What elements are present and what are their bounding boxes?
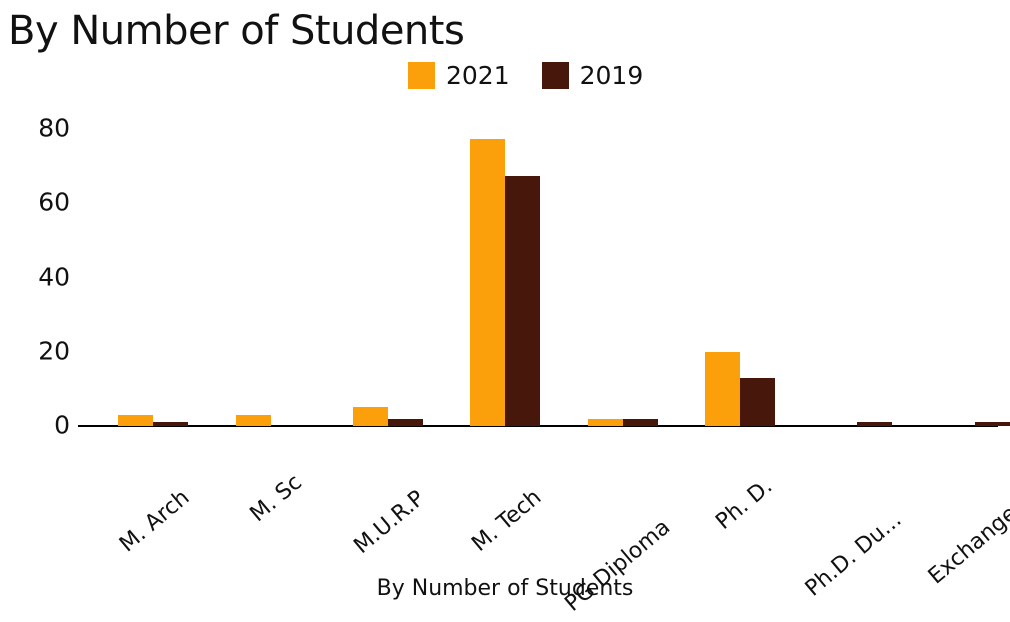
bar-group [588,128,658,426]
x-tick-label: M. Tech [467,484,547,557]
y-axis: 80 60 40 20 0 [0,0,70,622]
bar-2019-pg-diploma[interactable] [623,418,658,426]
y-tick-label: 20 [38,336,70,366]
y-tick-label: 40 [38,262,70,292]
bar-2019-m-tech[interactable] [505,176,540,426]
x-tick-label: Ph. D. [711,473,778,535]
chart-legend: 2021 2019 [408,62,643,89]
bar-group [940,128,1010,426]
bar-2021-m-arch[interactable] [118,414,153,426]
bar-group [236,128,306,426]
bar-2019-exchange[interactable] [975,422,1010,426]
bar-2021-m-tech[interactable] [470,139,505,426]
bar-2021-pg-diploma[interactable] [588,418,623,426]
bar-group [118,128,188,426]
bar-2019-m-u-r-p[interactable] [388,418,423,426]
legend-label-2021: 2021 [446,61,510,90]
legend-swatch-icon-2019 [541,62,569,89]
bar-2021-m-u-r-p[interactable] [353,407,388,426]
legend-swatch-icon-2021 [408,62,435,89]
bar-group [705,128,775,426]
y-tick-label: 60 [38,187,70,217]
bar-2019-m-arch[interactable] [153,422,188,426]
x-tick-label: M.U.R.P [349,485,430,559]
bar-2021-m-sc[interactable] [236,414,271,426]
x-tick-label: Ph.D. Du... [800,507,907,602]
bar-2019-ph-d-[interactable] [740,377,775,426]
x-tick-label: M. Arch [115,485,195,558]
legend-item-2019[interactable]: 2019 [541,61,644,90]
y-tick-label: 0 [54,410,70,440]
chart-title: By Number of Students [8,8,465,54]
x-axis-line [78,425,998,427]
x-axis-title: By Number of Students [376,576,634,601]
bar-group [353,128,423,426]
bar-2019-ph-d-du-[interactable] [857,422,892,426]
plot-area [78,128,1010,426]
legend-item-2021[interactable]: 2021 [408,62,510,89]
x-tick-label: Exchange [923,501,1010,590]
legend-label-2019: 2019 [579,61,644,90]
x-tick-label: M. Sc [245,469,307,528]
bar-group [822,128,892,426]
bar-2021-ph-d-[interactable] [705,351,740,426]
bar-group [470,128,540,426]
y-tick-label: 80 [38,113,70,143]
